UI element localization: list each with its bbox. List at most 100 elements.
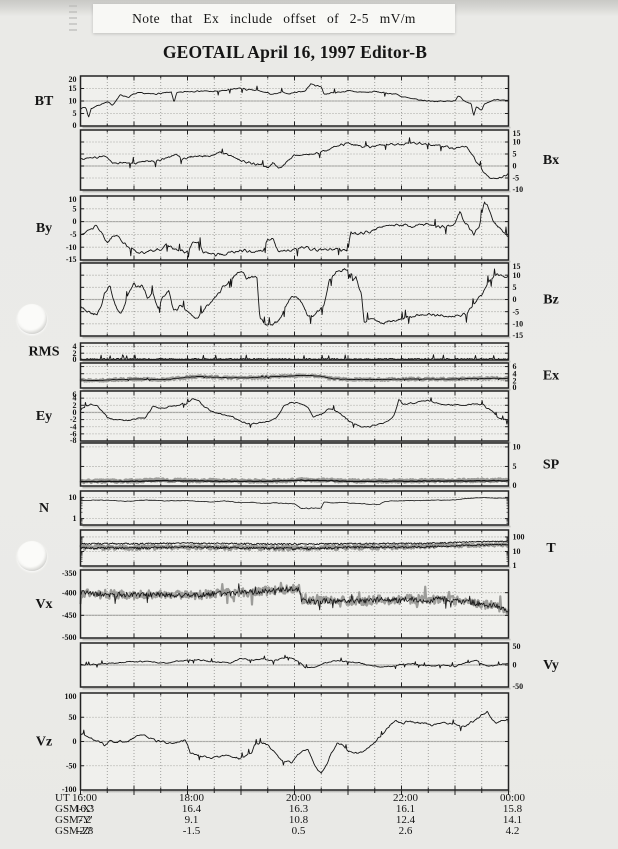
Ey-main-trace bbox=[80, 397, 509, 428]
y-tick-label: 10 bbox=[513, 547, 521, 556]
N-main-trace bbox=[80, 497, 509, 510]
y-tick-label: 20 bbox=[69, 75, 77, 84]
y-tick-label: -6 bbox=[70, 429, 77, 438]
y-tick-label: -2 bbox=[70, 415, 77, 424]
y-tick-label: 10 bbox=[513, 443, 521, 452]
y-tick-label: 0 bbox=[73, 737, 77, 746]
y-tick-label: 50 bbox=[69, 713, 77, 722]
panel-bg bbox=[80, 196, 509, 260]
panel-frame bbox=[79, 692, 510, 791]
panel-frame bbox=[79, 342, 510, 361]
y-tick-label: -15 bbox=[513, 331, 524, 340]
y-tick-label: 10 bbox=[513, 138, 521, 147]
y-tick-label: 5 bbox=[73, 109, 77, 118]
panel-Vy: 50 0 -50 Vy bbox=[79, 642, 559, 691]
panel-Vz: 100 50 0 -50 -100 Vz bbox=[36, 692, 511, 795]
panel-label-N: N bbox=[39, 501, 49, 516]
panel-label-Bx: Bx bbox=[543, 153, 559, 168]
y-tick-label: 1 bbox=[513, 561, 517, 570]
y-tick-label: 0 bbox=[513, 481, 517, 490]
y-tick-label: -10 bbox=[513, 185, 524, 194]
y-tick-label: 2 bbox=[73, 401, 77, 410]
panel-label-Vx: Vx bbox=[35, 597, 52, 612]
y-tick-label: -450 bbox=[62, 611, 77, 620]
panel-label-T: T bbox=[546, 541, 556, 556]
panel-frame bbox=[79, 390, 510, 442]
y-tick-label: 15 bbox=[69, 84, 77, 93]
y-tick-label: 5 bbox=[73, 204, 77, 213]
punch-hole bbox=[17, 541, 47, 571]
y-tick-label: -10 bbox=[66, 243, 77, 252]
panel-label-Vy: Vy bbox=[543, 658, 559, 673]
y-tick-label: 5 bbox=[513, 283, 517, 292]
y-tick-label: 0 bbox=[73, 121, 77, 130]
Bz-main-trace bbox=[80, 268, 509, 326]
y-tick-label: 10 bbox=[69, 97, 77, 106]
T-main-trace bbox=[80, 540, 509, 546]
y-tick-label: 6 bbox=[73, 390, 77, 399]
y-tick-label: 10 bbox=[69, 493, 77, 502]
y-tick-label: 0 bbox=[513, 661, 517, 670]
panel-frame bbox=[79, 362, 510, 389]
y-tick-label: 100 bbox=[513, 533, 525, 542]
y-tick-label: 50 bbox=[513, 642, 521, 651]
panel-frame bbox=[79, 490, 510, 526]
panel-label-Vz: Vz bbox=[36, 735, 52, 750]
y-tick-label: -350 bbox=[62, 569, 77, 578]
panel-frame bbox=[79, 129, 510, 191]
y-tick-label: -5 bbox=[513, 174, 520, 183]
y-tick-label: 10 bbox=[69, 195, 77, 204]
y-tick-label: -5 bbox=[513, 307, 520, 316]
BT-main-trace bbox=[80, 83, 509, 118]
panel-frame bbox=[79, 442, 510, 487]
y-tick-label: 4 bbox=[73, 394, 77, 403]
y-tick-label: 6 bbox=[513, 362, 517, 371]
panel-label-By: By bbox=[36, 221, 52, 236]
panel-N: 10 1 N bbox=[39, 490, 511, 528]
panel-bg bbox=[80, 491, 509, 525]
y-tick-label: -5 bbox=[70, 230, 77, 239]
y-tick-label: -8 bbox=[70, 436, 77, 445]
panel-frame bbox=[79, 195, 510, 261]
y-tick-label: 0 bbox=[513, 383, 517, 392]
y-tick-label: 5 bbox=[513, 150, 517, 159]
panel-label-Ey: Ey bbox=[36, 409, 52, 424]
y-tick-label: 0 bbox=[73, 408, 77, 417]
y-tick-label: -100 bbox=[62, 785, 77, 794]
y-tick-label: 0 bbox=[73, 217, 77, 226]
y-tick-label: -15 bbox=[66, 255, 77, 264]
T-band-trace bbox=[79, 542, 510, 552]
By-main-trace bbox=[80, 201, 509, 258]
panel-T: 100 10 1 T bbox=[79, 529, 556, 570]
y-tick-label: 0 bbox=[513, 295, 517, 304]
panel-frame bbox=[79, 262, 510, 337]
y-tick-label: 15 bbox=[513, 129, 521, 138]
Bx-main-trace bbox=[80, 137, 509, 180]
y-tick-label: 4 bbox=[513, 369, 517, 378]
Vx-main-trace bbox=[80, 583, 509, 613]
y-tick-label: 1 bbox=[73, 514, 77, 523]
panel-SP: 10 5 0 SP bbox=[79, 442, 560, 490]
panel-label-SP: SP bbox=[543, 458, 560, 473]
page-title: GEOTAIL April 16, 1997 Editor-B bbox=[162, 42, 428, 62]
panel-frame bbox=[79, 642, 510, 688]
y-tick-label: -10 bbox=[513, 319, 524, 328]
y-tick-label: -50 bbox=[66, 761, 77, 770]
y-tick-label: -400 bbox=[62, 588, 77, 597]
y-tick-label: 10 bbox=[513, 271, 521, 280]
y-tick-label: 100 bbox=[65, 692, 77, 701]
panel-frame bbox=[79, 75, 510, 127]
y-tick-label: 0 bbox=[513, 162, 517, 171]
panel-label-Ex: Ex bbox=[543, 369, 559, 384]
Vz-main-trace bbox=[80, 710, 509, 774]
panel-label-Bz: Bz bbox=[543, 293, 559, 308]
y-tick-label: 2 bbox=[513, 376, 517, 385]
panel-Vx: -350 -400 -450 -500 Vx bbox=[35, 569, 511, 642]
panel-RMS: 420 RMS bbox=[28, 342, 511, 364]
